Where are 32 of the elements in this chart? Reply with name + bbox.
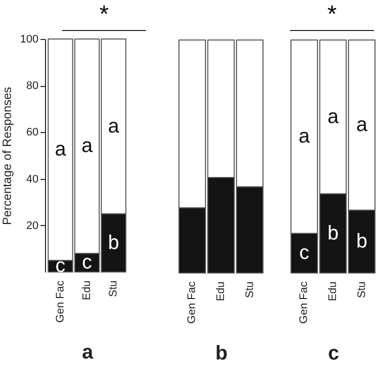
y-tick-label: 80	[26, 80, 38, 92]
x-tick-label: Stu	[108, 280, 120, 298]
x-tick-label: Gen Fac	[298, 281, 310, 324]
x-tick-label: Gen Fac	[186, 281, 198, 324]
annotation: c	[55, 255, 66, 278]
x-axis-title: b	[215, 342, 228, 365]
x-axis-title: a	[82, 342, 94, 364]
x-axis-title: c	[328, 342, 340, 365]
annotation: b	[356, 230, 368, 253]
annotation: a	[54, 138, 67, 161]
y-tick-label: 60	[26, 126, 38, 139]
x-tick-label: Edu	[327, 282, 339, 302]
annotation: a	[108, 115, 120, 138]
annotation: b	[108, 232, 120, 254]
text: *	[327, 1, 337, 28]
y-tick-label: 40	[26, 173, 38, 186]
y-tick-label: 100	[20, 34, 38, 46]
y-axis-title: Percentage of Responses	[0, 86, 14, 226]
x-tick-label: Gen Fac	[54, 280, 66, 323]
y-tick-label: 20	[26, 220, 38, 232]
annotation: c	[82, 252, 92, 274]
annotation: a	[81, 135, 94, 158]
annotation: b	[327, 222, 339, 244]
x-tick-label: Stu	[244, 282, 256, 298]
annotation: a	[327, 106, 340, 128]
annotation: a	[356, 114, 368, 136]
annotation: c	[299, 242, 310, 264]
annotation: a	[298, 126, 311, 148]
x-tick-label: Edu	[215, 282, 227, 302]
x-tick-label: Edu	[81, 280, 93, 300]
text: *	[99, 1, 109, 28]
x-tick-label: Stu	[356, 282, 368, 298]
